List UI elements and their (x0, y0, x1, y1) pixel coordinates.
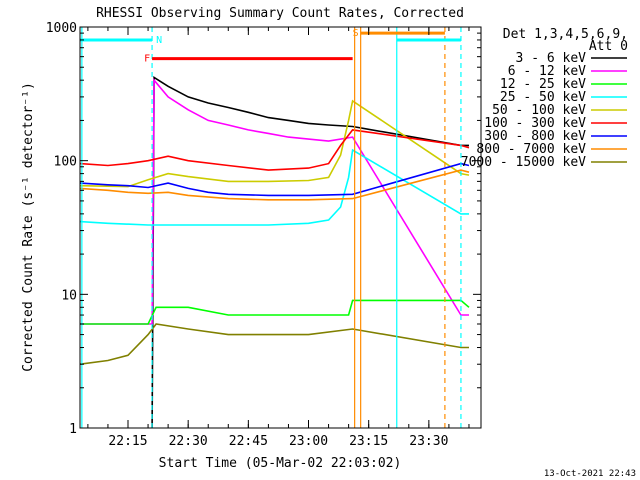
x-axis: 22:15 22:30 22:45 23:00 23:15 23:30 (87, 27, 470, 449)
y-tick-label: 1 (69, 422, 77, 437)
y-axis-label: Corrected Count Rate (s⁻¹ detector⁻¹) (21, 82, 36, 372)
series-lines (79, 75, 470, 429)
y-tick-label: 1000 (46, 21, 77, 36)
series-line-50-100-kev (79, 99, 470, 188)
footer-date: 13-Oct-2021 22:43 (544, 469, 636, 479)
flag-label-s: S (353, 28, 359, 39)
plot-frame (79, 26, 482, 429)
legend-entry-800-7000-kev: 800 - 7000 keV (476, 142, 586, 157)
legend-entry-3-6-kev: 3 - 6 keV (516, 51, 587, 66)
legend-entry-300-800-kev: 300 - 800 keV (484, 129, 586, 144)
flag-label-f: F (144, 54, 150, 65)
series-line-800-7000-kev (79, 169, 470, 201)
x-tick-label: 23:30 (409, 434, 448, 449)
series-line-6-12-kev (79, 78, 469, 325)
x-tick-label: 22:15 (108, 434, 147, 449)
flag-bars: NF S (80, 28, 461, 65)
legend-entry-6-12-kev: 6 - 12 keV (508, 64, 586, 79)
series-line-300-800-kev (79, 162, 470, 197)
legend-header: Det 1,3,4,5,6,9, (503, 27, 628, 42)
legend-header: Att 0 (589, 39, 628, 54)
x-tick-label: 22:30 (169, 434, 208, 449)
legend-entry-50-100-kev: 50 - 100 keV (492, 103, 586, 118)
series-line-7000-15000-kev (79, 323, 469, 365)
chart-title: RHESSI Observing Summary Count Rates, Co… (96, 6, 464, 21)
legend-entry-7000-15000-kev: 7000 - 15000 keV (461, 155, 586, 170)
time-markers (81, 27, 462, 428)
y-tick-label: 100 (54, 155, 77, 170)
x-tick-label: 23:15 (349, 434, 388, 449)
x-axis-label: Start Time (05-Mar-02 22:03:02) (159, 456, 402, 471)
legend-entry-12-25-kev: 12 - 25 keV (500, 77, 586, 92)
series-line-3-6-kev (151, 75, 469, 429)
y-tick-label: 10 (61, 288, 77, 303)
flag-label-n: N (156, 35, 162, 46)
series-line-25-50-kev (79, 148, 469, 226)
y-axis: 1 10 100 1000 (46, 21, 481, 437)
series-line-100-300-kev (79, 129, 470, 171)
legend-entry-25-50-kev: 25 - 50 keV (500, 90, 586, 105)
series-line-12-25-kev (79, 299, 470, 325)
x-tick-label: 23:00 (289, 434, 328, 449)
legend-entry-100-300-kev: 100 - 300 keV (484, 116, 586, 131)
x-tick-label: 22:45 (229, 434, 268, 449)
